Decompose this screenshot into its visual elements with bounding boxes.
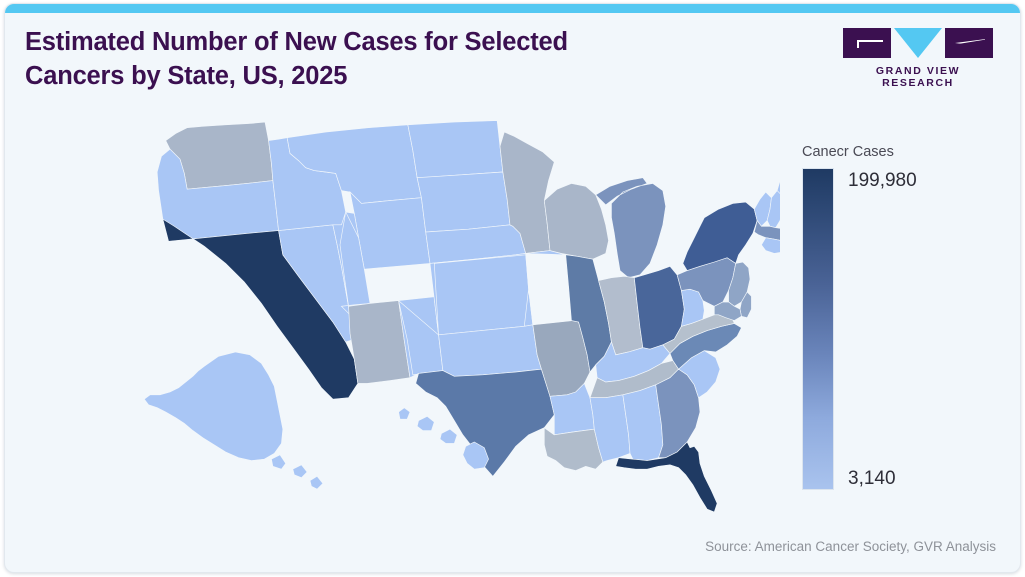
legend-max-value: 199,980 <box>848 170 917 191</box>
page-title: Estimated Number of New Cases for Select… <box>25 28 568 90</box>
legend-labels: 199,980 3,140 <box>848 168 1002 490</box>
map-states <box>143 120 780 512</box>
map-svg <box>143 120 780 512</box>
state-california[interactable] <box>162 218 359 400</box>
legend-min-value: 3,140 <box>848 468 896 489</box>
state-massachusetts[interactable] <box>753 219 780 241</box>
top-accent-bar <box>5 4 1020 13</box>
state-florida[interactable] <box>615 441 718 512</box>
us-choropleth-map <box>100 112 780 512</box>
state-connecticut[interactable] <box>761 237 780 254</box>
logo-r-icon <box>945 28 993 58</box>
logo-g-icon <box>843 28 891 58</box>
source-note: Source: American Cancer Society, GVR Ana… <box>705 539 996 554</box>
legend: Canecr Cases 199,980 3,140 <box>802 144 1002 490</box>
legend-title: Canecr Cases <box>802 144 894 160</box>
chart-card: Estimated Number of New Cases for Select… <box>4 3 1021 573</box>
state-new-york[interactable] <box>682 201 758 271</box>
state-iowa[interactable] <box>525 250 574 326</box>
state-maryland[interactable] <box>713 301 742 321</box>
state-michigan[interactable] <box>595 177 667 279</box>
state-texas[interactable] <box>415 368 555 477</box>
legend-body: 199,980 3,140 <box>802 168 1002 490</box>
logo-v-triangle-icon <box>894 28 942 58</box>
state-alaska[interactable] <box>143 351 324 490</box>
logo-marks <box>838 28 998 58</box>
logo-wordmark: GRAND VIEW RESEARCH <box>875 65 961 89</box>
state-hawaii[interactable] <box>398 407 489 470</box>
brand-logo: GRAND VIEW RESEARCH <box>838 28 998 89</box>
legend-gradient-bar <box>802 168 834 490</box>
state-arizona[interactable] <box>348 300 411 384</box>
state-new-hampshire[interactable] <box>766 190 780 229</box>
state-maine[interactable] <box>776 153 780 220</box>
state-north-dakota[interactable] <box>407 120 504 179</box>
state-kansas[interactable] <box>429 253 534 336</box>
state-south-dakota[interactable] <box>416 171 511 233</box>
state-louisiana[interactable] <box>543 427 604 471</box>
